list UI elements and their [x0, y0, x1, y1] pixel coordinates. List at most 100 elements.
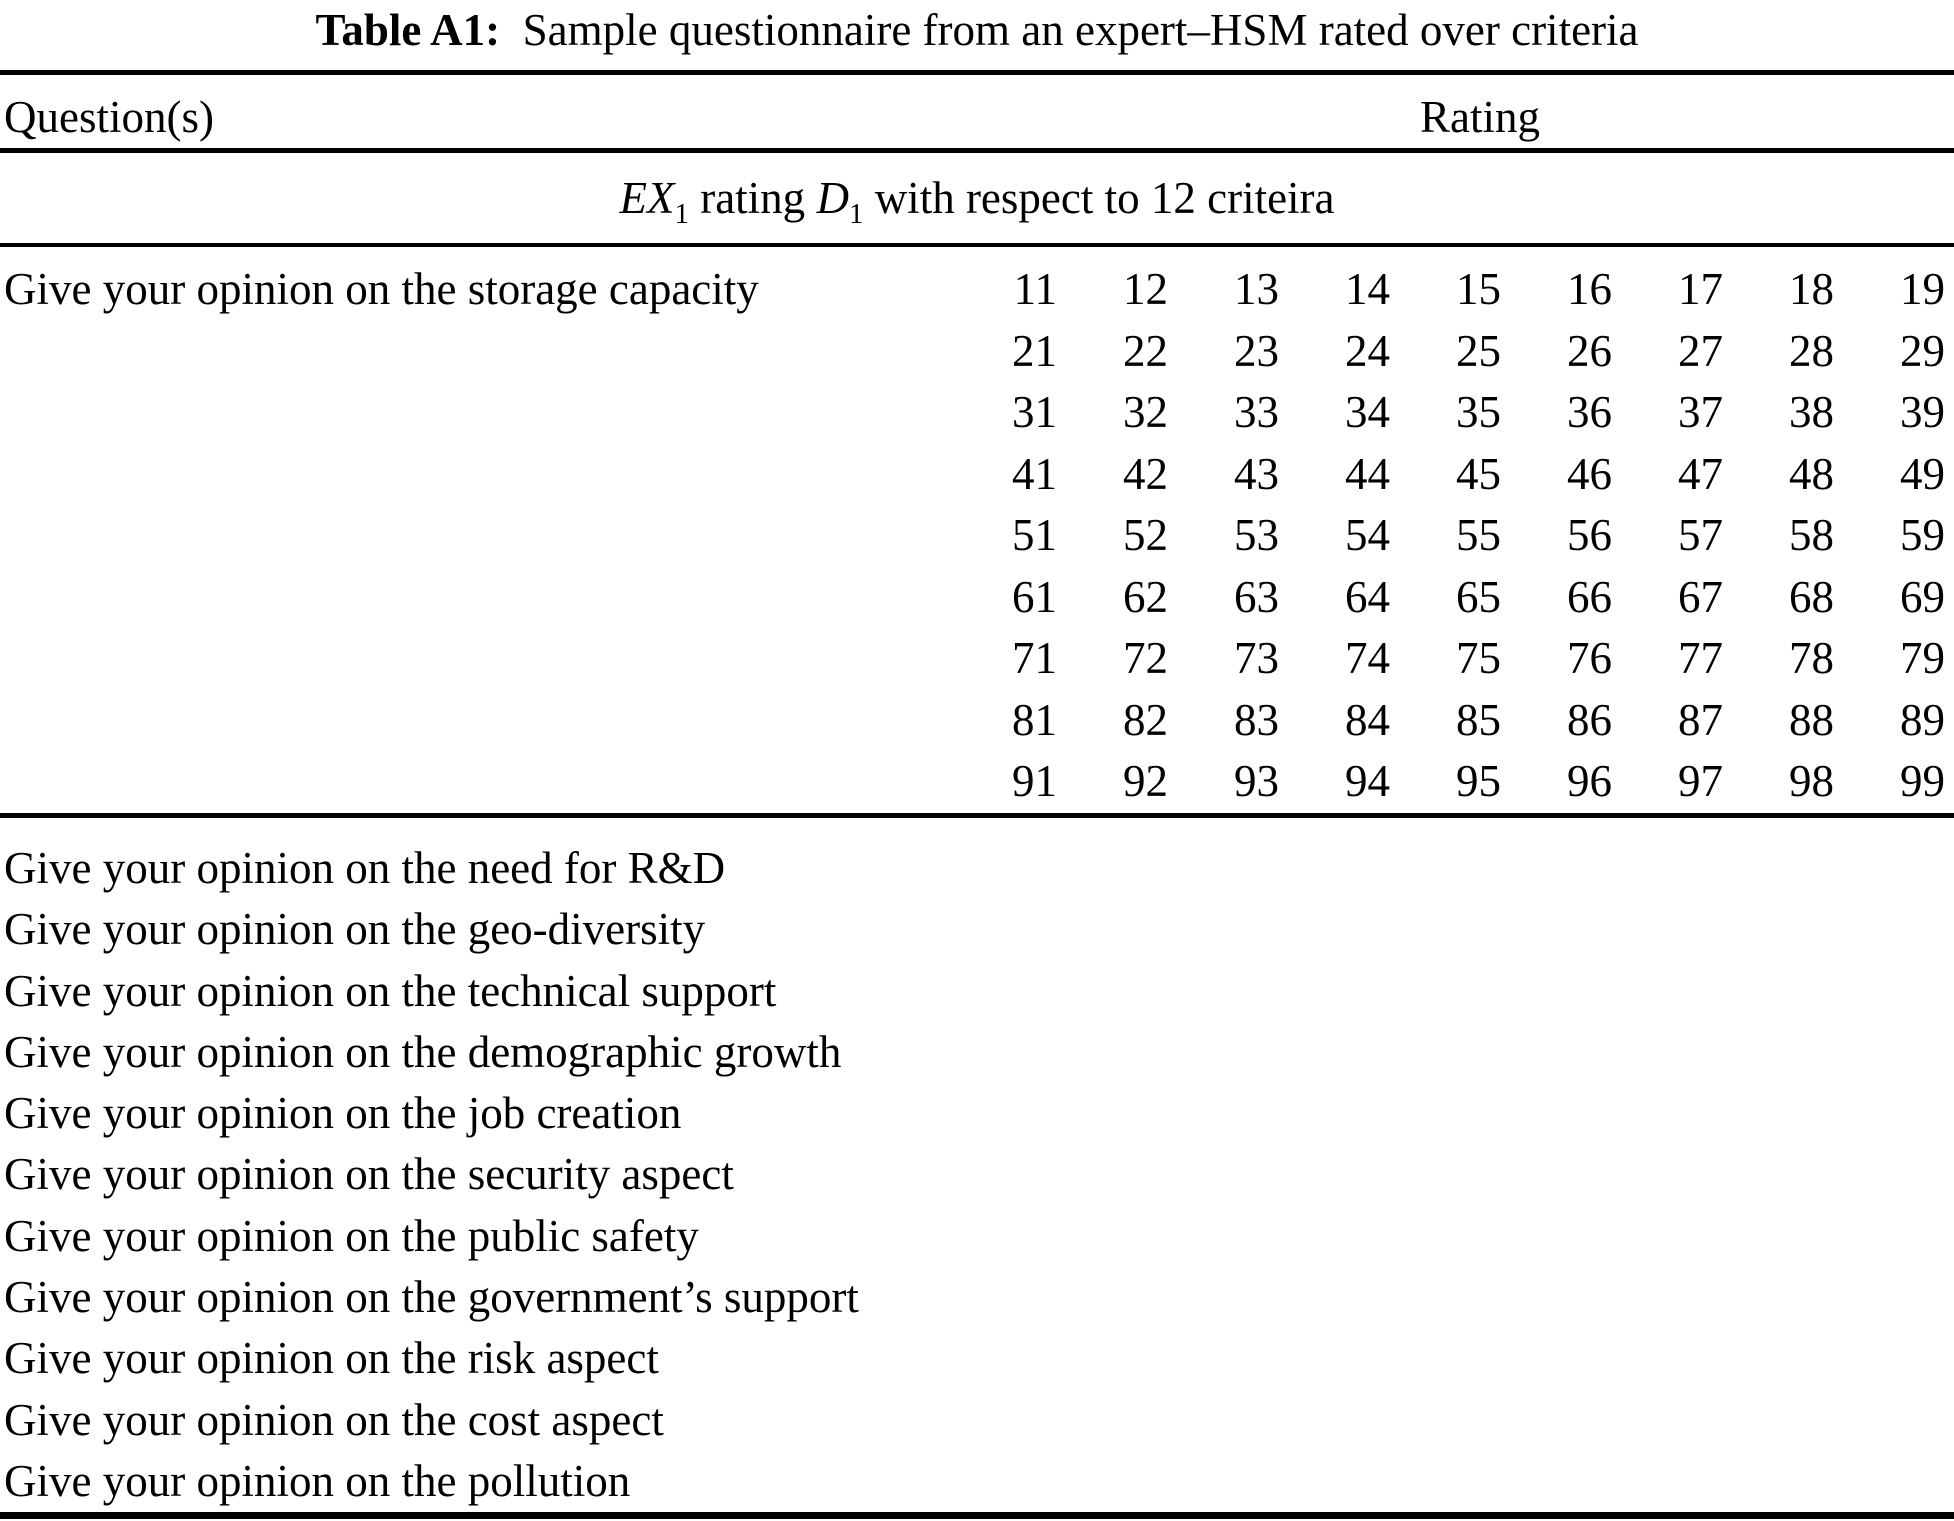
rating-value: 35	[1456, 387, 1501, 438]
rating-value: 98	[1789, 756, 1834, 807]
question-item: Give your opinion on the risk aspect	[4, 1333, 659, 1384]
rating-value: 75	[1456, 633, 1501, 684]
rating-value: 33	[1234, 387, 1279, 438]
rating-value: 82	[1123, 694, 1168, 745]
rating-column-header: Rating	[1420, 92, 1540, 142]
question-column-header: Question(s)	[4, 92, 214, 142]
rating-value: 78	[1789, 633, 1834, 684]
rating-value: 37	[1678, 387, 1723, 438]
rating-value: 18	[1789, 264, 1834, 314]
rating-value: 71	[1012, 633, 1057, 684]
rating-value: 62	[1123, 571, 1168, 622]
expert-span-header: EX1 rating D1 with respect to 12 criteir…	[0, 153, 1954, 243]
rating-value: 49	[1900, 448, 1945, 499]
rating-value: 24	[1345, 325, 1390, 376]
rating-value: 66	[1567, 571, 1612, 622]
rating-value: 23	[1234, 325, 1279, 376]
question-item: Give your opinion on the government’s su…	[4, 1272, 859, 1323]
question-item: Give your opinion on the security aspect	[4, 1149, 734, 1200]
table-caption: Table A1: Sample questionnaire from an e…	[0, 0, 1954, 70]
rating-value: 87	[1678, 694, 1723, 745]
rating-value: 44	[1345, 448, 1390, 499]
rating-value: 55	[1456, 510, 1501, 561]
rating-value: 12	[1123, 264, 1168, 314]
rating-value: 59	[1900, 510, 1945, 561]
rating-value: 69	[1900, 571, 1945, 622]
rating-value: 11	[1013, 264, 1057, 314]
rating-value: 36	[1567, 387, 1612, 438]
rating-value: 65	[1456, 571, 1501, 622]
rating-value: 99	[1900, 756, 1945, 807]
expert-symbol: EX	[619, 173, 675, 223]
rating-value: 41	[1012, 448, 1057, 499]
table-rule-bottom	[0, 1512, 1954, 1519]
span-header-rest: with respect to 12 criteira	[863, 173, 1335, 223]
rating-value: 97	[1678, 756, 1723, 807]
rating-value: 34	[1345, 387, 1390, 438]
question-item: Give your opinion on the job creation	[4, 1088, 682, 1139]
rating-value: 39	[1900, 387, 1945, 438]
rating-value: 46	[1567, 448, 1612, 499]
rating-value: 94	[1345, 756, 1390, 807]
rating-value: 83	[1234, 694, 1279, 745]
rating-value: 74	[1345, 633, 1390, 684]
decision-subscript: 1	[848, 198, 864, 230]
rating-value: 63	[1234, 571, 1279, 622]
rating-value: 76	[1567, 633, 1612, 684]
decision-symbol: D	[816, 173, 849, 223]
rating-value: 14	[1345, 264, 1390, 314]
rating-value: 56	[1567, 510, 1612, 561]
span-header-mid: rating	[688, 173, 817, 223]
question-item: Give your opinion on the cost aspect	[4, 1394, 664, 1445]
table-header-row: Question(s) Rating	[0, 75, 1954, 148]
rating-value: 38	[1789, 387, 1834, 438]
rating-value: 48	[1789, 448, 1834, 499]
rating-value: 73	[1234, 633, 1279, 684]
question-item: Give your opinion on the need for R&D	[4, 843, 726, 893]
rating-value: 22	[1123, 325, 1168, 376]
rating-value: 77	[1678, 633, 1723, 684]
rating-value: 86	[1567, 694, 1612, 745]
rating-value: 51	[1012, 510, 1057, 561]
rating-value: 28	[1789, 325, 1834, 376]
rating-value: 91	[1012, 756, 1057, 807]
table-caption-text	[511, 5, 522, 55]
rating-value: 61	[1012, 571, 1057, 622]
rating-value: 54	[1345, 510, 1390, 561]
rating-value: 85	[1456, 694, 1501, 745]
question-item: Give your opinion on the technical suppo…	[4, 965, 777, 1016]
rating-value: 96	[1567, 756, 1612, 807]
rating-value: 25	[1456, 325, 1501, 376]
question-text: Give your opinion on the storage capacit…	[4, 264, 759, 314]
rating-value: 84	[1345, 694, 1390, 745]
table-rule-under-header	[0, 148, 1954, 153]
rating-value: 31	[1012, 387, 1057, 438]
rating-value: 92	[1123, 756, 1168, 807]
rating-value: 67	[1678, 571, 1723, 622]
rating-value: 89	[1900, 694, 1945, 745]
rating-value: 81	[1012, 694, 1057, 745]
table-caption-label: Table A1:	[315, 5, 501, 55]
rating-value: 16	[1567, 264, 1612, 314]
rating-value: 15	[1456, 264, 1501, 314]
rating-value: 79	[1900, 633, 1945, 684]
rating-value: 43	[1234, 448, 1279, 499]
expert-subscript: 1	[674, 198, 689, 230]
questions-list: Give your opinion on the need for R&D Giv…	[0, 818, 1954, 1512]
question-item: Give your opinion on the geo-diversity	[4, 904, 706, 955]
rating-value: 95	[1456, 756, 1501, 807]
rating-value: 53	[1234, 510, 1279, 561]
rating-value: 93	[1234, 756, 1279, 807]
rating-value: 45	[1456, 448, 1501, 499]
rating-value: 26	[1567, 325, 1612, 376]
rating-value: 32	[1123, 387, 1168, 438]
rating-value: 64	[1345, 571, 1390, 622]
table-rule-under-grid	[0, 813, 1954, 818]
rating-grid: 11 12 13 14 15 16 17 18 19 21 22 23 24 25 26 27 28 29 31 32…	[946, 259, 1954, 813]
table-caption-title: Sample questionnaire from an expert–HSM …	[522, 5, 1639, 55]
rating-value: 88	[1789, 694, 1834, 745]
rating-value: 19	[1900, 264, 1945, 314]
question-item: Give your opinion on the pollution	[4, 1455, 631, 1506]
rating-value: 47	[1678, 448, 1723, 499]
rating-value: 21	[1012, 325, 1057, 376]
